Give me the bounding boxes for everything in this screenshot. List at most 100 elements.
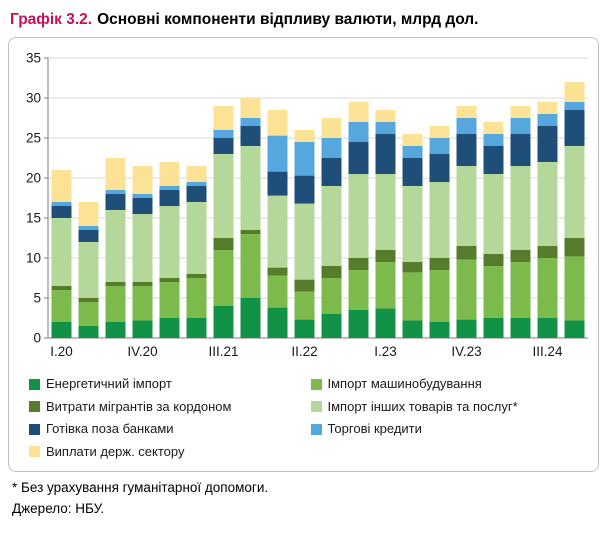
legend-item: Виплати держ. сектору (29, 443, 303, 461)
bar-segment (348, 310, 369, 339)
bar-segment (240, 98, 261, 119)
bar-segment (402, 320, 423, 339)
bar-segment (564, 102, 585, 111)
bar-segment (456, 106, 477, 119)
legend-swatch-icon (29, 423, 40, 435)
bar-segment (348, 174, 369, 259)
bar-segment (105, 282, 126, 287)
bar-segment (483, 134, 504, 147)
y-axis-label: 0 (33, 331, 41, 346)
bar-segment (321, 158, 342, 187)
legend-swatch-icon (310, 378, 322, 390)
legend-label: Імпорт інших товарів та послуг* (327, 398, 518, 414)
x-axis-label: I.23 (374, 344, 397, 359)
bar-segment (51, 202, 72, 207)
bar-segment (159, 190, 180, 207)
bar-segment (456, 166, 477, 247)
legend-swatch-icon (29, 378, 40, 390)
bar-segment (105, 194, 126, 211)
bar-segment (294, 319, 315, 339)
bar-segment (240, 234, 261, 299)
bar-segment (402, 272, 423, 321)
bar-segment (510, 134, 531, 167)
bar-segment (78, 326, 99, 339)
bar-segment (375, 134, 396, 175)
bar-segment (321, 278, 342, 315)
bar-segment (483, 266, 504, 319)
bar-segment (294, 203, 315, 280)
bar-segment (51, 218, 72, 287)
bar-segment (267, 110, 288, 136)
bar-segment (294, 130, 315, 143)
chart-panel: 0 5 10 15 20 25 30 35 I.20 IV.20 III.21 II.22 I.23 IV… (8, 37, 599, 472)
bar-segment (105, 190, 126, 195)
legend-label: Імпорт машинобудування (327, 376, 482, 392)
bar-segment (240, 118, 261, 127)
bar-segment (213, 130, 234, 139)
bar-segment (402, 158, 423, 187)
bar-segment (483, 174, 504, 255)
bar-segment (132, 282, 153, 287)
legend-label: Готівка поза банками (46, 421, 174, 437)
bar-segment (510, 166, 531, 251)
bar-segment (564, 82, 585, 103)
bar-segment (456, 118, 477, 135)
bar-segment (402, 134, 423, 147)
y-axis-label: 20 (26, 171, 41, 186)
bar-segment (537, 114, 558, 127)
bar-segment (348, 102, 369, 123)
bar-segment (564, 256, 585, 321)
legend-swatch-icon (29, 446, 40, 458)
bar-segment (159, 278, 180, 283)
bar-segment (348, 142, 369, 175)
bar-segment (348, 122, 369, 143)
bar-segment (51, 322, 72, 339)
bar-segment (51, 290, 72, 323)
bar-segment (456, 246, 477, 260)
source-line: Джерело: НБУ. (12, 500, 105, 516)
bar-segment (375, 122, 396, 135)
legend-label: Витрати мігрантів за кордоном (46, 398, 232, 414)
bar-segment (267, 171, 288, 196)
bar-segment (159, 162, 180, 187)
legend-item: Торгові кредити (310, 420, 585, 438)
bar-segment (186, 274, 207, 279)
y-axis-label: 15 (26, 211, 41, 226)
bar-segment (375, 262, 396, 309)
bar-segment (213, 238, 234, 251)
bar-segment (240, 298, 261, 339)
bar-segment (159, 318, 180, 339)
legend-item: Імпорт інших товарів та послуг* (310, 398, 585, 416)
bar-segment (51, 286, 72, 291)
bar-segment (294, 279, 315, 292)
bar-segment (483, 122, 504, 135)
bar-segment (267, 275, 288, 308)
bar-segment (213, 106, 234, 131)
legend-swatch-icon (29, 401, 40, 413)
bar-segment (240, 126, 261, 147)
bar-segment (78, 298, 99, 303)
footnote: * Без урахування гуманітарної допомоги. (12, 479, 269, 495)
bar-segment (375, 250, 396, 263)
bar-segment (132, 214, 153, 283)
legend-label: Енергетичний імпорт (46, 376, 172, 392)
legend-item: Імпорт машинобудування (310, 375, 585, 393)
y-axis-label: 10 (26, 251, 41, 266)
bar-segment (78, 242, 99, 299)
bar-segment (348, 270, 369, 311)
bar-segment (186, 166, 207, 183)
bar-segment (510, 106, 531, 119)
bar-segment (537, 318, 558, 339)
bar-segment (294, 175, 315, 204)
bar-segment (51, 170, 72, 203)
x-axis-label: III.21 (208, 344, 238, 359)
x-axis-label: I.20 (50, 344, 73, 359)
bar-segment (537, 102, 558, 115)
bar-segment (483, 318, 504, 339)
bar-segment (321, 314, 342, 339)
bar-segment (510, 118, 531, 135)
chart-number: Графік 3.2. (10, 11, 93, 28)
bar-segment (105, 286, 126, 323)
bar-segment (294, 142, 315, 176)
